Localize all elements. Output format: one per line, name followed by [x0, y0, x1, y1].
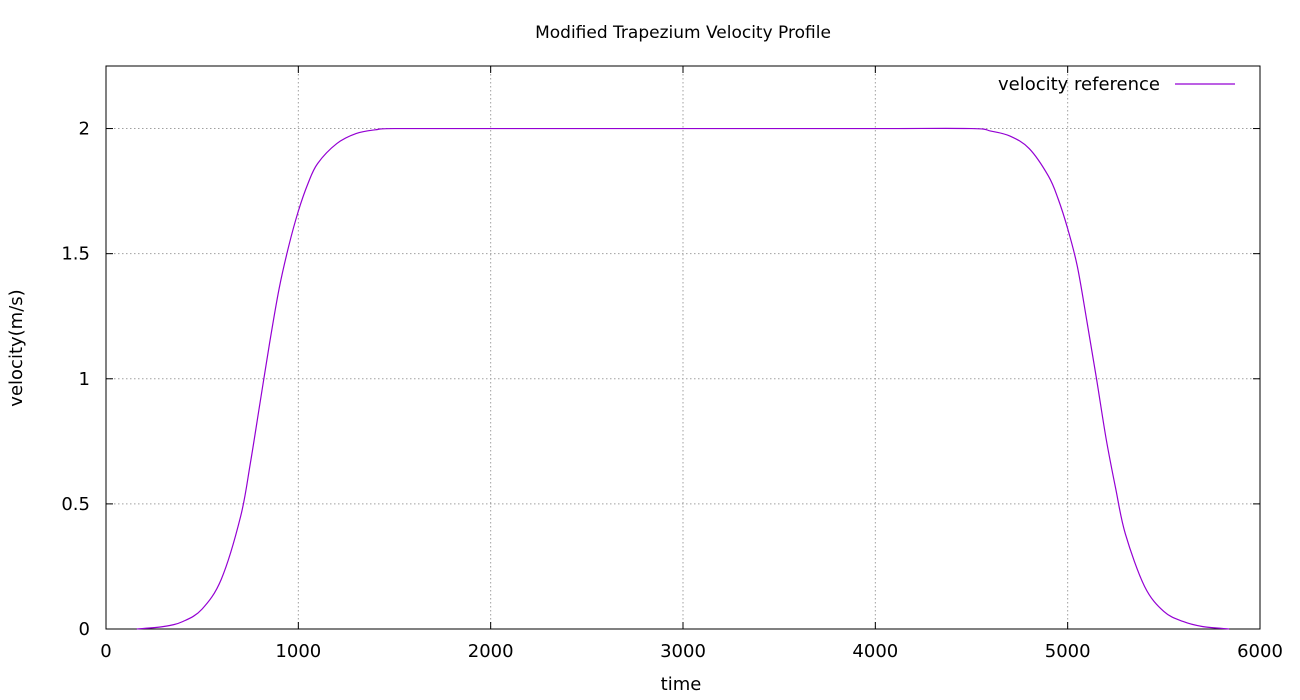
axis-ticks [105, 66, 1261, 630]
legend-label-velocity-reference: velocity reference [998, 74, 1160, 95]
x-tick-label: 6000 [1237, 641, 1283, 662]
y-tick-label: 0 [79, 619, 90, 640]
y-tick-label: 1 [79, 369, 90, 390]
series-line-velocity-reference [136, 127, 1230, 630]
legend: velocity reference [998, 74, 1235, 95]
y-tick-label: 2 [79, 119, 90, 140]
x-tick-label: 4000 [852, 641, 898, 662]
chart-title: Modified Trapezium Velocity Profile [535, 23, 831, 43]
y-tick-labels: 0 0.5 1 1.5 2 [61, 119, 90, 640]
x-tick-label: 0 [100, 641, 111, 662]
x-tick-label: 1000 [275, 641, 321, 662]
grid-lines [106, 66, 1260, 629]
x-tick-label: 5000 [1045, 641, 1091, 662]
y-tick-label: 0.5 [61, 494, 90, 515]
y-axis-label: velocity(m/s) [6, 289, 27, 406]
x-tick-label: 2000 [468, 641, 514, 662]
x-tick-label: 3000 [660, 641, 706, 662]
x-tick-labels: 0 1000 2000 3000 4000 5000 6000 [100, 641, 1283, 662]
series-layer [136, 127, 1230, 630]
x-axis-label: time [661, 674, 702, 695]
y-tick-label: 1.5 [61, 244, 90, 265]
